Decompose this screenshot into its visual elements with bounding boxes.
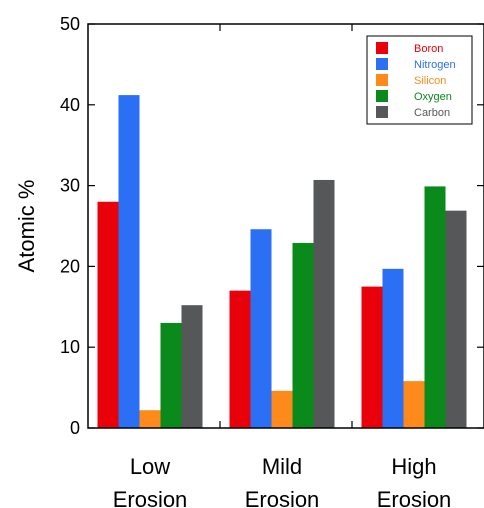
bar-carbon — [445, 210, 467, 428]
legend-label-carbon: Carbon — [414, 107, 450, 119]
y-tick-label: 10 — [60, 337, 80, 357]
bar-silicon — [403, 381, 425, 428]
bar-boron — [361, 286, 383, 428]
x-category-label: High — [391, 454, 436, 479]
legend-label-silicon: Silicon — [414, 75, 446, 87]
x-category-label: Mild — [262, 454, 302, 479]
y-tick-label: 50 — [60, 14, 80, 34]
y-axis-label: Atomic % — [14, 180, 39, 273]
bar-silicon — [271, 390, 293, 428]
legend-swatch-boron — [376, 42, 388, 54]
y-tick-label: 20 — [60, 256, 80, 276]
legend-label-nitrogen: Nitrogen — [414, 59, 456, 71]
bar-carbon — [313, 179, 335, 428]
legend-swatch-carbon — [376, 106, 388, 118]
bar-nitrogen — [250, 229, 272, 428]
legend-swatch-nitrogen — [376, 58, 388, 70]
y-tick-label: 30 — [60, 176, 80, 196]
bar-oxygen — [160, 322, 182, 428]
x-category-label: Erosion — [113, 487, 188, 508]
legend-swatch-oxygen — [376, 90, 388, 102]
bar-oxygen — [424, 186, 446, 428]
bar-carbon — [181, 305, 203, 428]
x-category-label: Low — [130, 454, 170, 479]
bar-silicon — [139, 410, 161, 428]
bars-group — [97, 95, 467, 428]
legend: Boron Nitrogen Silicon Oxygen Carbon — [366, 35, 473, 125]
plot-frame — [87, 23, 484, 429]
bar-nitrogen — [118, 95, 140, 428]
y-axis: 0 10 20 30 40 50 — [60, 14, 484, 438]
x-axis: Low Erosion Mild Erosion High Erosion — [113, 24, 452, 508]
bar-oxygen — [292, 242, 314, 428]
legend-label-boron: Boron — [414, 43, 443, 55]
legend-label-oxygen: Oxygen — [414, 91, 452, 103]
bar-nitrogen — [382, 268, 404, 428]
bar-boron — [97, 201, 119, 428]
legend-swatch-silicon — [376, 74, 388, 86]
y-tick-label: 40 — [60, 95, 80, 115]
x-category-label: Erosion — [245, 487, 320, 508]
y-tick-label: 0 — [70, 418, 80, 438]
bar-boron — [229, 290, 251, 428]
x-category-label: Erosion — [377, 487, 452, 508]
